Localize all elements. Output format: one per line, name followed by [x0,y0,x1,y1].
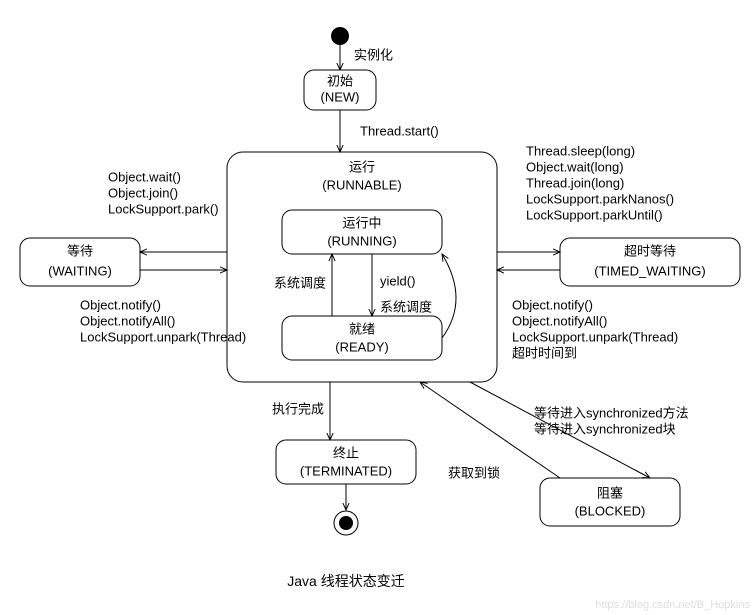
label-sched-up: 系统调度 [274,275,326,290]
edge-label-line: Thread.join(long) [526,175,624,190]
thread-state-diagram: 实例化 初始 (NEW) Thread.start() 运行 (RUNNABLE… [0,0,754,615]
label-instantiate: 实例化 [354,47,393,62]
watermark: https://blog.csdn.net/B_Hopkins [595,599,750,611]
edge-label-line: Object.notify() [512,297,593,312]
state-timed-sub: (TIMED_WAITING) [594,263,705,278]
edge-label-line: Object.notifyAll() [80,313,175,328]
edge-label-line: Object.notifyAll() [512,313,607,328]
edge-label-line: 超时时间到 [512,345,577,360]
state-new-title: 初始 [327,73,353,88]
state-ready-sub: (READY) [335,339,388,354]
edge-label-line: Object.wait(long) [526,159,624,174]
state-ready-title: 就绪 [349,321,375,336]
label-getlock: 获取到锁 [448,465,500,480]
edge-label-line: LockSupport.parkUntil() [526,207,663,222]
state-terminated-title: 终止 [333,445,359,460]
edge-label-line: LockSupport.park() [108,201,219,216]
edge-label-line: LockSupport.unpark(Thread) [80,329,246,344]
labels-to-timed: Thread.sleep(long)Object.wait(long)Threa… [526,143,674,222]
edge-label-line: 等待进入synchronized块 [534,421,676,436]
state-waiting-title: 等待 [67,243,93,258]
label-start: Thread.start() [360,123,439,138]
state-running-sub: (RUNNING) [327,233,396,248]
labels-to-waiting: Object.wait()Object.join()LockSupport.pa… [108,169,219,216]
final-node-inner [339,516,353,530]
state-new-sub: (NEW) [321,89,360,104]
state-runnable-title: 运行 [349,159,375,174]
edge-label-line: LockSupport.unpark(Thread) [512,329,678,344]
label-yield: yield() [380,273,415,288]
edge-label-line: Object.notify() [80,297,161,312]
state-timed-title: 超时等待 [624,243,676,258]
state-running-title: 运行中 [342,215,381,230]
label-sched-up2: 系统调度 [380,299,432,314]
edge-label-line: 等待进入synchronized方法 [534,405,689,420]
initial-node [331,27,349,45]
edge-label-line: LockSupport.parkNanos() [526,191,674,206]
edge-label-line: Object.join() [108,185,178,200]
labels-from-waiting: Object.notify()Object.notifyAll()LockSup… [80,297,246,344]
edge-label-line: Thread.sleep(long) [526,143,635,158]
label-finish: 执行完成 [272,401,324,416]
state-terminated-sub: (TERMINATED) [300,463,392,478]
state-blocked-sub: (BLOCKED) [575,503,646,518]
edge-label-line: Object.wait() [108,169,181,184]
diagram-title: Java 线程状态变迁 [287,573,404,589]
labels-from-timed: Object.notify()Object.notifyAll()LockSup… [512,297,678,360]
labels-to-blocked: 等待进入synchronized方法等待进入synchronized块 [534,405,689,436]
state-waiting-sub: (WAITING) [48,263,112,278]
state-runnable-sub: (RUNNABLE) [322,177,401,192]
state-blocked-title: 阻塞 [597,485,623,500]
